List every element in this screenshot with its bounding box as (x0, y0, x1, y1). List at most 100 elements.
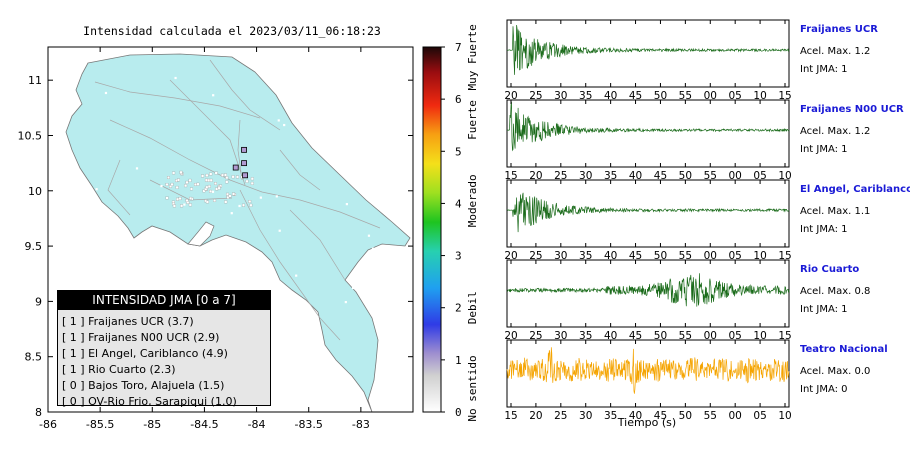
town-dot (224, 200, 228, 204)
seismogram-tick-label: 20 (504, 90, 517, 102)
map-x-ticks: -86 -85.5 -85 -84.5 -84 -83.5 -83 (39, 47, 370, 431)
station-name: Fraijanes UCR (800, 24, 878, 35)
seismogram-tick-label: 40 (604, 90, 617, 102)
seismogram-tick-label: 25 (529, 330, 542, 342)
town-dot (178, 197, 182, 201)
seismogram-tick-label: 05 (753, 410, 766, 422)
seismogram-tick-label: 10 (778, 170, 791, 182)
town-dot (278, 229, 281, 232)
town-dot (228, 194, 232, 198)
seismogram-tick-label: 45 (654, 170, 667, 182)
seismogram-tick-label: 10 (753, 330, 766, 342)
seismogram-tick-label: 25 (529, 250, 542, 262)
town-dot (135, 280, 138, 283)
colorbar-tick-label: 6 (455, 93, 462, 106)
seismogram-tick-label: 35 (604, 410, 617, 422)
legend-item-station: El Angel, Cariblanco (4.9) (84, 347, 228, 360)
seismogram-tick-label: 15 (504, 170, 517, 182)
seismogram-tick-label: 50 (654, 90, 667, 102)
seismogram-tick-label: 15 (504, 410, 517, 422)
seismogram-tick-label: 20 (504, 250, 517, 262)
seismogram-tick-label: 10 (753, 90, 766, 102)
town-dot (367, 234, 371, 237)
seismogram-trace (506, 101, 790, 152)
station-jma-intensity: Int JMA: 1 (800, 64, 848, 75)
town-dot (242, 203, 246, 207)
town-dot (172, 204, 176, 208)
colorbar-gradient (422, 46, 442, 413)
seismogram-tick-label: 45 (629, 90, 642, 102)
town-dot (231, 175, 235, 179)
seismogram-frame (506, 19, 790, 88)
town-dot (283, 123, 286, 127)
map-title: Intensidad calculada el 2023/03/11_06:18… (83, 24, 381, 38)
colorbar-tick-label: 0 (455, 406, 462, 419)
seismogram-tick-label: 10 (778, 410, 791, 422)
colorbar-tick-label: 4 (455, 197, 462, 210)
seismogram-panel: 20 25 30 35 40 45 50 55 00 05 10 15 (504, 19, 792, 102)
station-max-accel: Acel. Max. 0.0 (800, 366, 871, 377)
legend-item: [ 1 ] Rio Cuarto (2.3) (62, 362, 270, 378)
station-max-accel: Acel. Max. 1.1 (800, 206, 871, 217)
town-dot (209, 178, 213, 182)
seismogram-frame (506, 259, 790, 328)
colorbar-labels: No sentido Debil Moderado Fuerte Muy Fuerte (466, 24, 479, 421)
seismogram-tick-label: 50 (679, 410, 692, 422)
station-marker (232, 164, 239, 171)
town-dot (202, 189, 206, 193)
town-dot (90, 194, 93, 197)
town-dot (185, 199, 189, 202)
map-x-tick-label: -83.5 (294, 418, 322, 431)
legend-item: [ 0 ] OV-Rio Frio, Sarapiqui (1.0) (62, 394, 270, 410)
legend-item-jma: [ 1 ] (62, 363, 85, 376)
seismogram-tick-label: 50 (654, 250, 667, 262)
seismogram-panel: 15 20 25 30 35 40 45 50 55 00 05 10 (504, 99, 792, 182)
seismogram-tick-label: 05 (728, 330, 741, 342)
town-dot (214, 171, 218, 175)
town-dot (176, 197, 180, 201)
seismogram-tick-label: 40 (629, 170, 642, 182)
colorbar-category-label: Fuerte (466, 100, 479, 140)
colorbar-tick-label: 2 (455, 302, 462, 315)
town-dot (189, 196, 193, 200)
town-dot (295, 274, 298, 277)
seismogram-tick-label: 35 (579, 250, 592, 262)
town-dot (259, 196, 262, 199)
town-dot (104, 91, 108, 95)
seismogram-tick-label: 35 (604, 170, 617, 182)
town-dot (316, 362, 319, 365)
colorbar-category-label: No sentido (466, 355, 479, 421)
town-dot (201, 174, 205, 178)
nicoya-gulf (187, 221, 215, 247)
legend-item-jma: [ 1 ] (62, 331, 85, 344)
town-dot (217, 186, 221, 190)
seismogram-tick-label: 25 (529, 90, 542, 102)
seismogram-tick-label: 00 (704, 330, 717, 342)
seismogram-tick-label: 05 (753, 170, 766, 182)
station-name: Teatro Nacional (800, 344, 888, 355)
town-dot (193, 183, 197, 186)
seismogram-tick-label: 35 (579, 90, 592, 102)
seismogram-tick-label: 20 (529, 410, 542, 422)
town-dot (208, 189, 212, 193)
town-dot (226, 192, 230, 196)
intensity-legend: INTENSIDAD JMA [0 a 7] [ 1 ] Fraijanes U… (57, 290, 271, 408)
town-dot (135, 167, 139, 170)
intensity-colorbar: 0 1 2 3 4 5 6 7 No sentido Debil Moderado Fuerte Mu… (422, 24, 479, 422)
town-dot (329, 127, 332, 130)
legend-item-jma: [ 0 ] (62, 395, 85, 408)
town-dot (250, 177, 254, 181)
town-dot (212, 94, 215, 97)
legend-item-station: Fraijanes UCR (3.7) (84, 315, 194, 328)
station-jma-intensity: Int JMA: 1 (800, 224, 848, 235)
town-dot (180, 204, 184, 208)
seismogram-trace (506, 273, 790, 307)
legend-item: [ 1 ] Fraijanes N00 UCR (2.9) (62, 330, 270, 346)
town-dot (174, 76, 177, 80)
colorbar-category-label: Muy Fuerte (466, 24, 479, 90)
seismogram-tick-label: 30 (579, 170, 592, 182)
town-dot (213, 199, 217, 202)
town-dot (214, 182, 217, 185)
town-dot (238, 204, 241, 208)
